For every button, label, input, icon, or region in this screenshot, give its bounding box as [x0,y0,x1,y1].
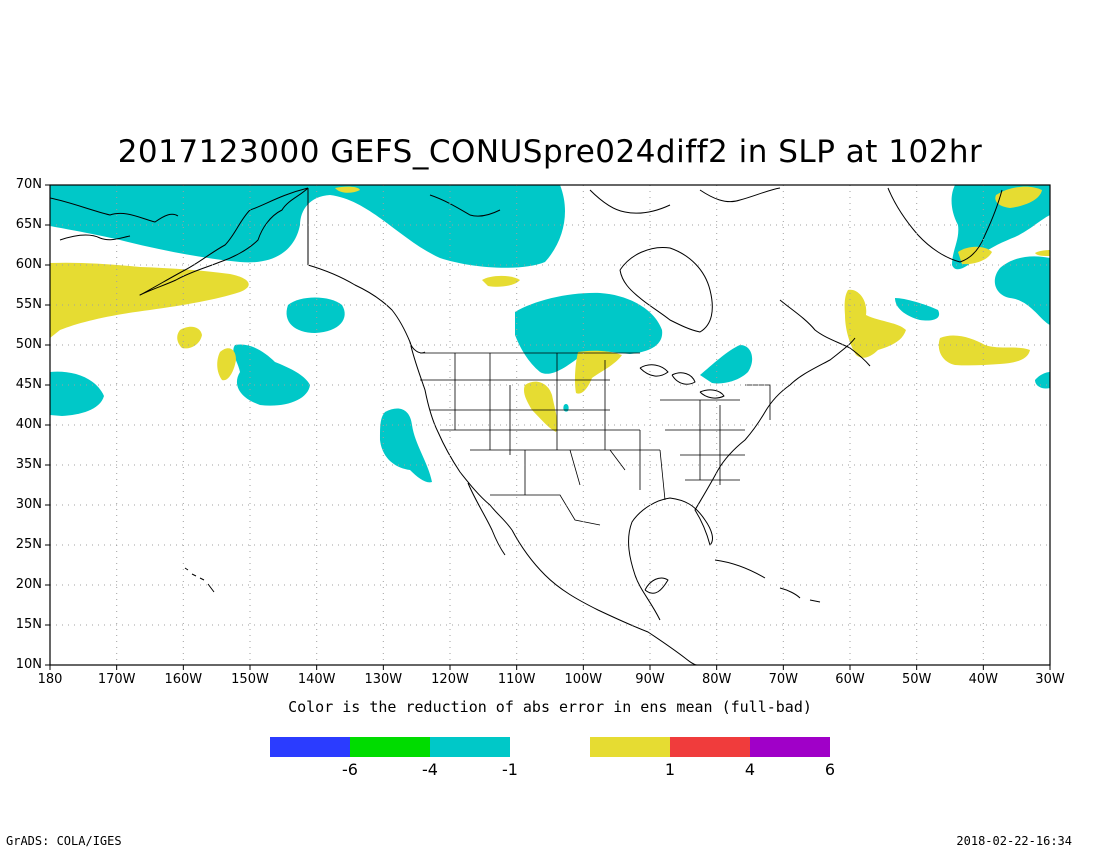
axis-ticks [45,184,1051,670]
colorbar-swatch [750,737,830,757]
yellow-region-iceland-east [1035,250,1050,256]
lat-label: 30N [15,497,42,512]
colorbar-swatch [270,737,350,757]
colorbar-swatch [430,737,510,757]
lat-label: 65N [15,217,42,232]
colorbar-tick-label: 4 [744,760,756,779]
lon-label: 120W [431,672,469,687]
lat-label: 60N [15,257,42,272]
cyan-region-east-atlantic [1035,372,1050,389]
lat-label: 50N [15,337,42,352]
yellow-region-mid-atlantic [938,335,1030,366]
lon-label: 70W [768,672,799,687]
cyan-region-california [380,408,432,483]
cyan-region-nebraska-dot [563,403,569,412]
cyan-region-great-lakes [700,345,753,384]
colorbar-swatch [510,737,590,757]
colorbar-tick-label: -4 [422,760,438,779]
colorbar-swatch [350,737,430,757]
yellow-region-pacific-small-2 [217,348,236,381]
lon-label: 50W [901,672,932,687]
map-title: 2017123000 GEFS_CONUSpre024diff2 in SLP … [117,134,983,170]
yellow-region-dakotas [523,381,558,432]
lon-label: 130W [364,672,403,687]
colorbar-swatch [670,737,750,757]
lon-label: 30W [1035,672,1065,687]
lat-label: 70N [15,177,42,192]
lon-label: 80W [701,672,732,687]
shaded-regions [50,185,1050,665]
lon-label: 60W [835,672,865,687]
yellow-region-greenland-east [995,186,1042,208]
lat-label: 15N [15,617,42,632]
cyan-region-iceland [994,256,1050,325]
lon-label: 90W [635,672,665,687]
cyan-region-hudson-bay [515,292,663,374]
coastlines [50,187,1003,665]
cyan-region-gulf-alaska [286,297,345,333]
lat-label: 25N [15,537,42,552]
colorbar-tick-label: -6 [342,760,358,779]
colorbar-tick-label: 1 [664,760,676,779]
yellow-region-aleutian [50,262,249,338]
cyan-region-bering-alaska [50,185,565,268]
yellow-region-pacific-small-1 [177,326,202,349]
yellow-region-yukon [482,275,520,287]
colorbar-tick-label: -1 [502,760,518,779]
cyan-region-north-pacific [233,344,310,406]
lon-label: 160W [164,672,203,687]
cyan-region-west-pacific [50,371,104,416]
yellow-region-minnesota [574,350,622,394]
footer-software-label: GrADS: COLA/IGES [6,834,122,848]
lon-label: 40W [968,672,999,687]
lat-label: 35N [15,457,42,472]
lon-label: 140W [297,672,336,687]
colorbar-swatch [590,737,670,757]
footer-timestamp: 2018-02-22-16:34 [956,834,1072,848]
lat-label: 20N [15,577,42,592]
lon-label: 170W [97,672,136,687]
lon-label: 110W [497,672,536,687]
colorbar-caption: Color is the reduction of abs error in e… [288,698,812,716]
lon-label: 180 [37,672,63,687]
state-borders [420,352,771,526]
colorbar-tick-label: 6 [824,760,836,779]
grid-lines [50,185,1050,665]
yellow-region-newfoundland [844,289,906,358]
lon-label: 100W [564,672,603,687]
lat-label: 40N [15,417,42,432]
yellow-region-brooks [335,186,360,193]
cyan-region-labrador-sea [895,298,940,321]
lat-label: 10N [15,657,42,672]
lat-label: 45N [15,377,42,392]
lon-label: 150W [231,672,269,687]
lat-label: 55N [15,297,42,312]
